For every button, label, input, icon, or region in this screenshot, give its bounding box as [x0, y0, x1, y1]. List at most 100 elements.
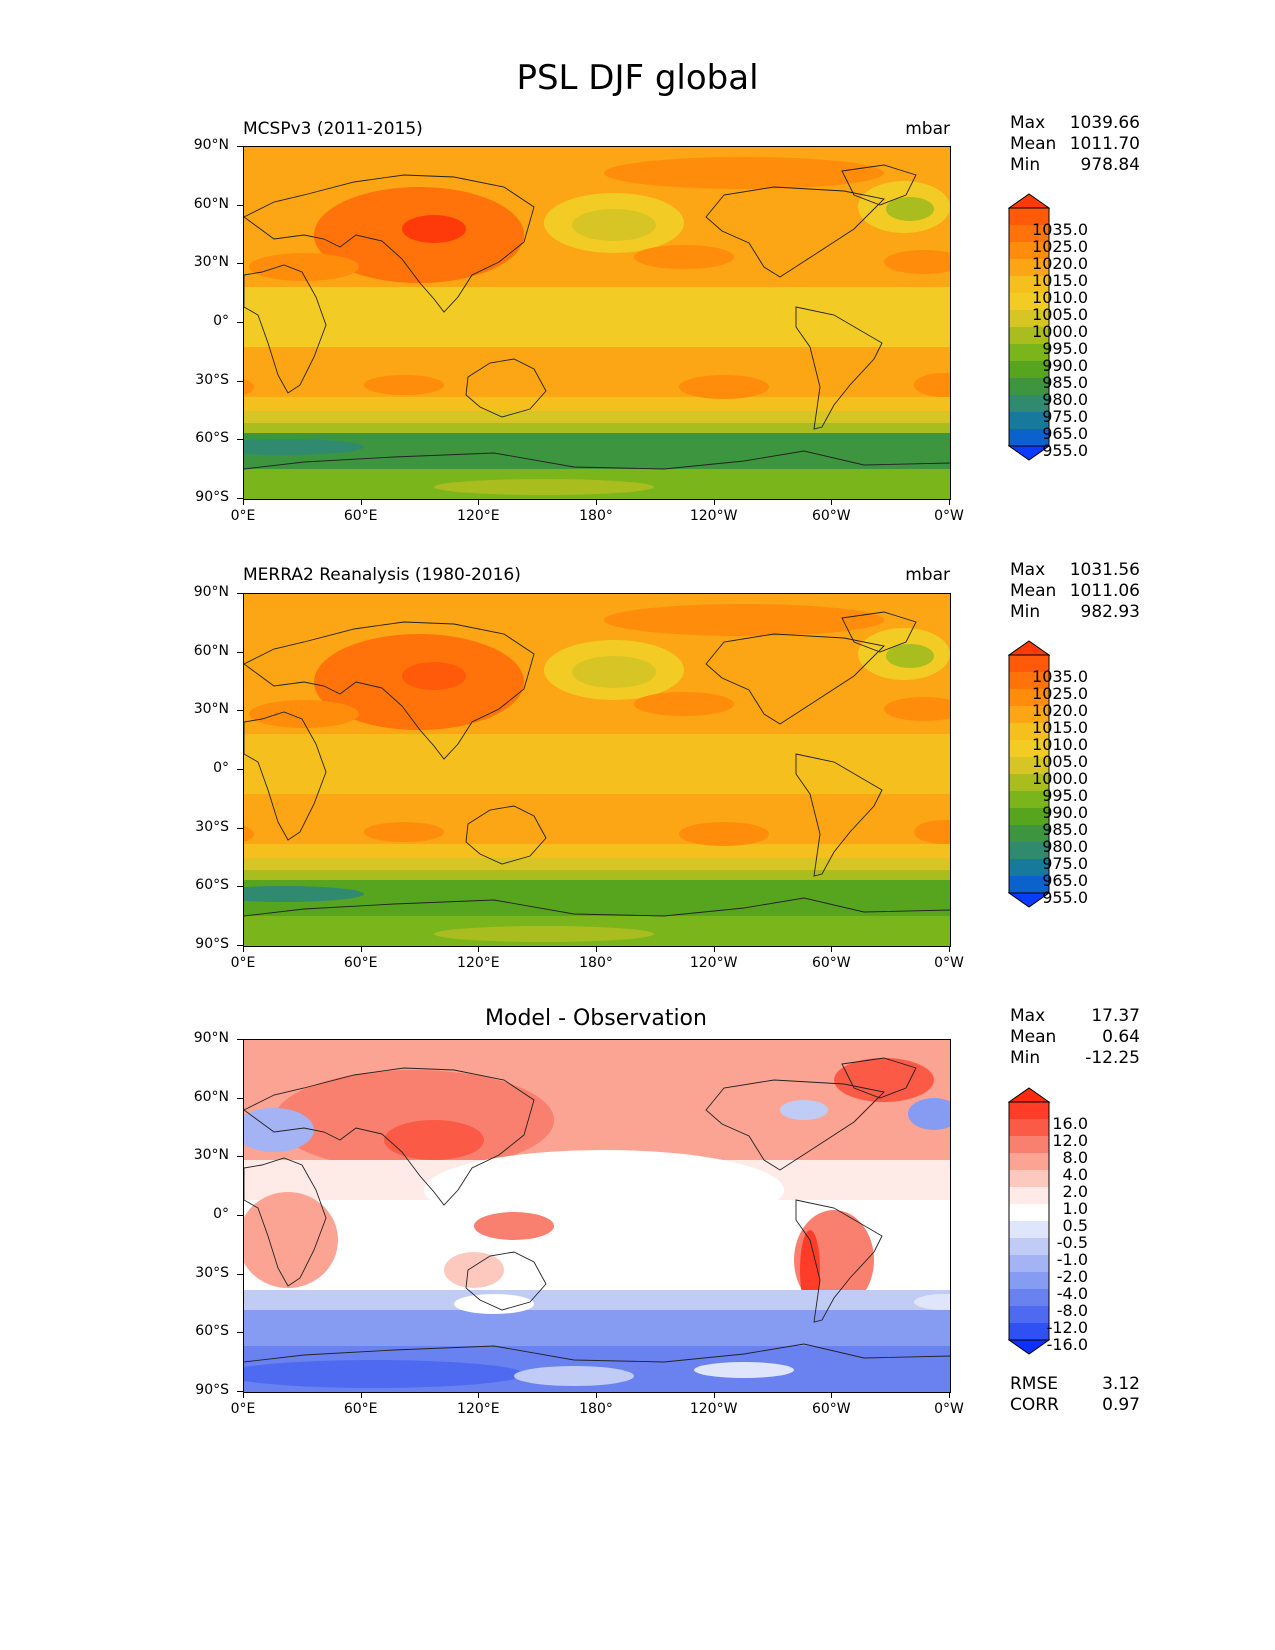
colorbar-label: 1020.0: [1032, 701, 1088, 720]
colorbar-label: 975.0: [1042, 854, 1088, 873]
colorbar-label: 985.0: [1042, 820, 1088, 839]
lat-tick: [237, 1273, 243, 1275]
panel-1-map: [243, 146, 951, 500]
colorbar-label: -2.0: [1056, 1267, 1088, 1286]
colorbar-label: 1025.0: [1032, 237, 1088, 256]
lon-tick-label: 180°: [579, 1401, 613, 1417]
lon-tick: [360, 946, 362, 952]
lon-tick: [478, 946, 480, 952]
lat-tick: [237, 769, 243, 770]
lat-tick: [237, 1156, 243, 1158]
colorbar-label: -8.0: [1056, 1301, 1088, 1320]
colorbar-label: 990.0: [1042, 356, 1088, 375]
panel-2-colorbar: [1007, 632, 1051, 920]
lat-tick-label: 90°N: [193, 584, 229, 600]
colorbar-label: 0.5: [1062, 1216, 1088, 1235]
colorbar-label: 1000.0: [1032, 769, 1088, 788]
lon-tick-label: 180°: [579, 508, 613, 524]
colorbar-label: -4.0: [1056, 1284, 1088, 1303]
lat-tick: [237, 1332, 243, 1334]
lon-tick-label: 0°W: [934, 1401, 964, 1417]
lon-tick-label: 120°E: [457, 508, 500, 524]
lat-tick-label: 30°N: [193, 701, 229, 718]
colorbar-label: 2.0: [1062, 1182, 1088, 1201]
lat-tick: [237, 593, 243, 594]
colorbar-label: -16.0: [1046, 1335, 1088, 1354]
colorbar-label: 1035.0: [1032, 220, 1088, 239]
coastlines: [244, 611, 950, 917]
panel-2-units: mbar: [905, 565, 950, 585]
coastlines: [244, 164, 950, 470]
lat-tick-label: 0°: [213, 760, 229, 776]
colorbar-label: -1.0: [1056, 1250, 1088, 1269]
colorbar-label: 1010.0: [1032, 735, 1088, 754]
lon-tick: [949, 1392, 950, 1398]
lon-tick: [831, 499, 833, 505]
lon-tick: [360, 499, 362, 505]
lat-tick: [237, 827, 243, 829]
colorbar-label: 965.0: [1042, 424, 1088, 443]
lat-tick-label: 30°S: [195, 371, 229, 388]
lat-tick: [237, 1097, 243, 1099]
lat-tick-label: 0°: [213, 313, 229, 329]
colorbar-label: 1010.0: [1032, 288, 1088, 307]
lon-tick-label: 0°E: [230, 955, 256, 971]
lon-tick: [831, 946, 833, 952]
lon-tick: [478, 1392, 480, 1398]
lon-tick: [713, 946, 715, 952]
lon-tick: [596, 1392, 597, 1398]
lon-tick: [713, 499, 715, 505]
panel-3-title: Model - Observation: [485, 1006, 707, 1031]
lat-tick-label: 90°S: [195, 936, 229, 952]
lat-tick-label: 90°S: [195, 1382, 229, 1398]
lon-tick-label: 60°E: [343, 508, 378, 524]
colorbar-label: -12.0: [1046, 1318, 1088, 1337]
lat-tick-label: 30°N: [193, 254, 229, 271]
colorbar-label: 12.0: [1052, 1131, 1088, 1150]
colorbar-label: 4.0: [1062, 1165, 1088, 1184]
colorbar-label: 8.0: [1062, 1148, 1088, 1167]
lat-tick-label: 60°N: [193, 642, 229, 659]
colorbar-label: 1015.0: [1032, 271, 1088, 290]
lat-tick-label: 60°N: [193, 195, 229, 212]
lon-tick-label: 0°E: [230, 508, 256, 524]
colorbar-label: 1025.0: [1032, 684, 1088, 703]
lat-tick: [237, 380, 243, 382]
colorbar-label: -0.5: [1056, 1233, 1088, 1252]
lon-tick-label: 120°W: [689, 1401, 738, 1417]
lat-tick-label: 30°S: [195, 1264, 229, 1281]
map-field: [244, 594, 950, 946]
lon-tick-label: 60°E: [343, 1401, 378, 1417]
lat-tick: [237, 263, 243, 265]
lon-tick-label: 180°: [579, 955, 613, 971]
colorbar-label: 1005.0: [1032, 752, 1088, 771]
lat-tick: [237, 710, 243, 712]
colorbar-label: 1015.0: [1032, 718, 1088, 737]
lon-tick: [949, 499, 950, 505]
panel-3-colorbar: [1007, 1079, 1051, 1367]
lon-tick-label: 0°W: [934, 955, 964, 971]
figure-title: PSL DJF global: [516, 58, 759, 98]
lon-tick: [831, 1392, 833, 1398]
lat-tick: [237, 439, 243, 441]
colorbar-swatches: [1007, 193, 1051, 461]
panel-1-colorbar: [1007, 185, 1051, 473]
lon-tick-label: 60°E: [343, 955, 378, 971]
lat-tick-label: 90°S: [195, 489, 229, 505]
colorbar-label: 990.0: [1042, 803, 1088, 822]
lon-tick: [478, 499, 480, 505]
lat-tick-label: 60°S: [195, 430, 229, 447]
lon-tick: [243, 946, 244, 952]
lon-tick-label: 120°W: [689, 508, 738, 524]
lat-tick: [237, 945, 243, 946]
lon-tick-label: 120°E: [457, 955, 500, 971]
lat-tick: [237, 651, 243, 653]
panel-1-title: MCSPv3 (2011-2015): [243, 119, 423, 139]
lon-tick-label: 60°W: [811, 955, 851, 971]
lon-tick: [360, 1392, 362, 1398]
colorbar-label: 955.0: [1042, 888, 1088, 907]
lat-tick-label: 60°S: [195, 1323, 229, 1340]
lon-tick: [713, 1392, 715, 1398]
lat-tick: [237, 886, 243, 888]
lon-tick-label: 120°W: [689, 955, 738, 971]
